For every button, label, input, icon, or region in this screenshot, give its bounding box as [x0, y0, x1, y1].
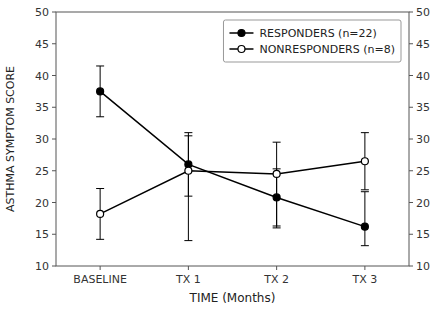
- y2-tick: [409, 202, 413, 203]
- y2-tick: [409, 12, 413, 13]
- y2-tick: [409, 170, 413, 171]
- data-point: [97, 210, 104, 217]
- y-tick: [52, 170, 56, 171]
- error-bar: [96, 66, 104, 117]
- y2-tick-label: 20: [416, 197, 430, 210]
- x-tick: [276, 266, 277, 270]
- plot-area: [96, 66, 369, 246]
- y2-tick-label: 45: [416, 38, 430, 51]
- y-tick: [52, 266, 56, 267]
- y2-tick-label: 50: [416, 6, 430, 19]
- legend-swatch-marker: [238, 46, 245, 53]
- plot-frame: [56, 12, 409, 266]
- y2-tick-label: 30: [416, 133, 430, 146]
- error-bar: [361, 133, 369, 190]
- error-bar-stem: [188, 136, 189, 241]
- legend-label: NONRESPONDERS (n=8): [259, 43, 395, 56]
- x-tick: [364, 266, 365, 270]
- y-tick: [52, 43, 56, 44]
- series-line: [100, 91, 365, 226]
- x-tick-label: TX 3: [352, 273, 378, 286]
- x-axis-label: TIME (Months): [189, 291, 276, 305]
- error-bar-cap: [184, 132, 192, 133]
- y-tick-label: 50: [35, 6, 49, 19]
- data-point: [185, 167, 192, 174]
- y2-tick-label: 10: [416, 260, 430, 273]
- error-bar-cap: [96, 239, 104, 240]
- y2-tick: [409, 139, 413, 140]
- y2-tick: [409, 234, 413, 235]
- y-tick-label: 30: [35, 133, 49, 146]
- y-tick: [52, 139, 56, 140]
- chart-container: 10 15 20 25 30 35 40 45 50 10 15 20 25 30 35 40 45 50 BASE…: [0, 0, 443, 310]
- y2-tick-label: 40: [416, 70, 430, 83]
- error-bar-cap: [361, 132, 369, 133]
- legend: RESPONDERS (n=22) NONRESPONDERS (n=8): [223, 20, 401, 62]
- y2-tick: [409, 266, 413, 267]
- data-point: [97, 88, 104, 95]
- error-bar-cap: [361, 245, 369, 246]
- data-point: [361, 158, 368, 165]
- legend-swatch-marker: [238, 30, 245, 37]
- y-tick: [52, 75, 56, 76]
- error-bar-cap: [273, 227, 281, 228]
- y2-tick-label: 35: [416, 101, 430, 114]
- y2-tick: [409, 107, 413, 108]
- data-point: [361, 223, 368, 230]
- x-tick: [188, 266, 189, 270]
- x-tick: [100, 266, 101, 270]
- error-bar-cap: [96, 188, 104, 189]
- y2-tick: [409, 75, 413, 76]
- error-bar-cap: [184, 240, 192, 241]
- y-tick-label: 35: [35, 101, 49, 114]
- error-bar-cap: [184, 135, 192, 136]
- error-bar-cap: [361, 191, 369, 192]
- x-tick-label: TX 2: [263, 273, 289, 286]
- error-bar: [273, 142, 281, 228]
- error-bar-cap: [273, 142, 281, 143]
- y-axis-label: ASTHMA SYMPTOM SCORE: [4, 66, 17, 212]
- x-tick-label: TX 1: [175, 273, 201, 286]
- error-bar-cap: [361, 189, 369, 190]
- y2-tick: [409, 43, 413, 44]
- y-tick: [52, 202, 56, 203]
- error-bar-stem: [364, 192, 365, 246]
- error-bar-stem: [276, 142, 277, 228]
- legend-label: RESPONDERS (n=22): [259, 27, 376, 40]
- y-tick-label: 40: [35, 70, 49, 83]
- y-tick-label: 25: [35, 165, 49, 178]
- y-tick: [52, 107, 56, 108]
- error-bar: [184, 136, 192, 241]
- chart-svg: 10 15 20 25 30 35 40 45 50 10 15 20 25 30 35 40 45 50 BASE…: [0, 0, 443, 310]
- y2-tick-label: 25: [416, 165, 430, 178]
- error-bar-cap: [96, 116, 104, 117]
- legend-box: [223, 20, 401, 62]
- y-tick-label: 15: [35, 228, 49, 241]
- x-tick-label: BASELINE: [73, 273, 127, 286]
- error-bar-cap: [96, 65, 104, 66]
- error-bar: [361, 192, 369, 246]
- data-point: [273, 170, 280, 177]
- y-tick-label: 10: [35, 260, 49, 273]
- error-bar: [96, 189, 104, 240]
- y2-tick-label: 15: [416, 228, 430, 241]
- y-tick: [52, 12, 56, 13]
- y-tick: [52, 234, 56, 235]
- y-tick-label: 20: [35, 197, 49, 210]
- series-line: [100, 161, 365, 214]
- y-tick-label: 45: [35, 38, 49, 51]
